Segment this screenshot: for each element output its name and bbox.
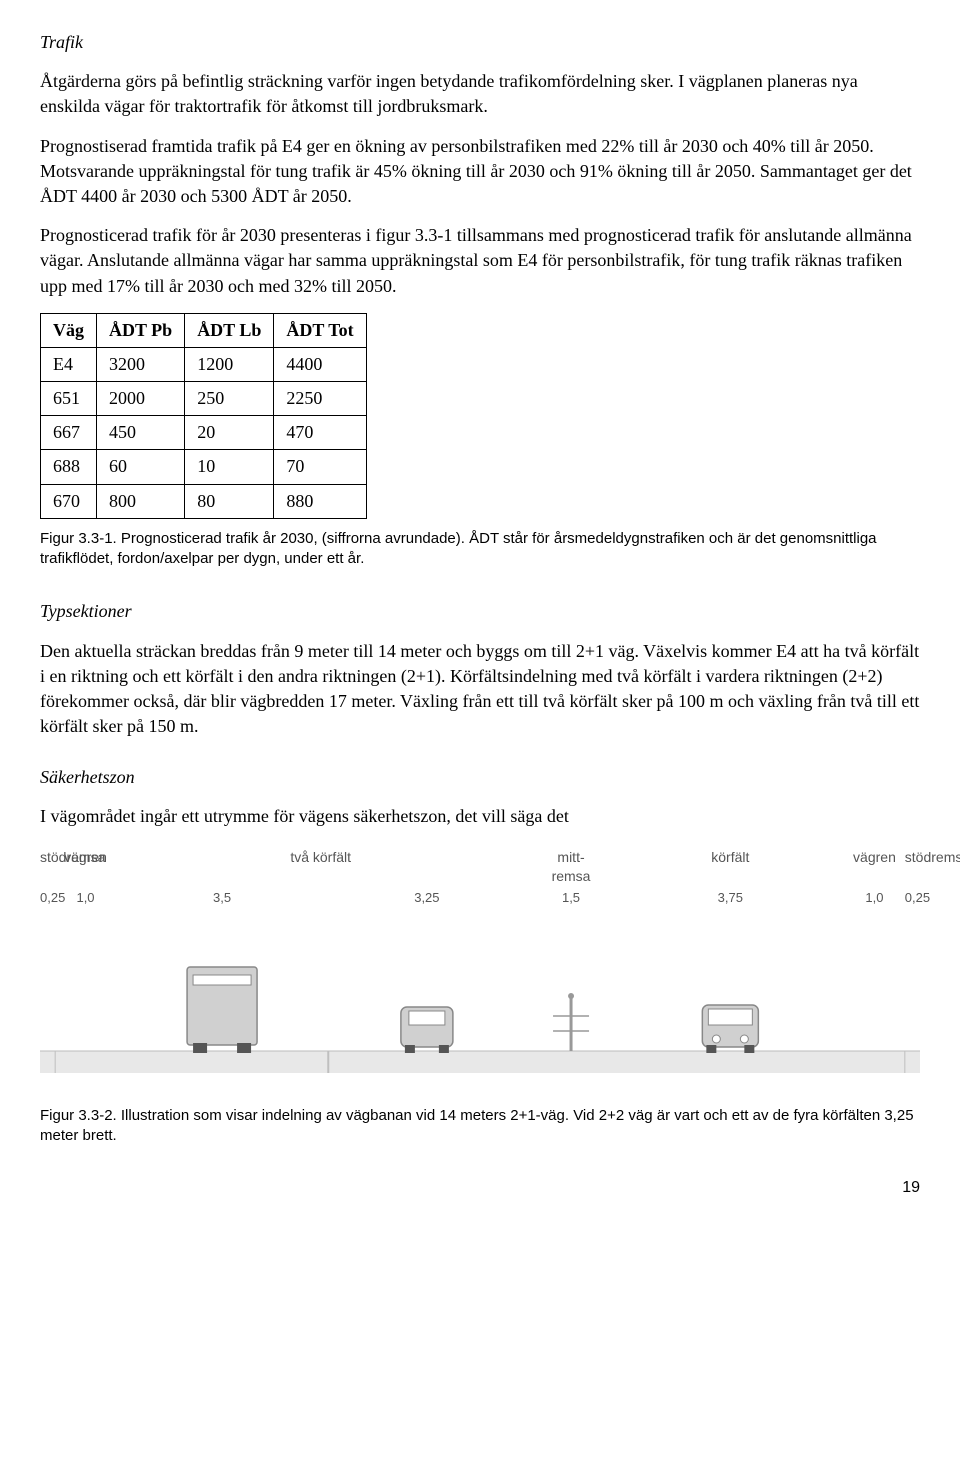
road-cross-section-figure: stödremsavägrentvå körfältmitt- remsakör… bbox=[40, 848, 920, 1099]
table-cell: 3200 bbox=[97, 347, 185, 381]
paragraph: Prognosticerad trafik för år 2030 presen… bbox=[40, 223, 920, 299]
table-cell: 667 bbox=[41, 416, 97, 450]
lane-label: stödremsa bbox=[40, 848, 55, 887]
table-header: ÅDT Tot bbox=[274, 313, 366, 347]
table-cell: 800 bbox=[97, 484, 185, 518]
section-heading-typsektioner: Typsektioner bbox=[40, 599, 920, 624]
lane-label: vägren bbox=[844, 848, 905, 887]
dimension-label: 1,5 bbox=[526, 889, 617, 907]
lane-label: mitt- remsa bbox=[526, 848, 617, 887]
dimension-label: 0,25 bbox=[905, 889, 920, 907]
table-cell: 2000 bbox=[97, 382, 185, 416]
table-header: ÅDT Pb bbox=[97, 313, 185, 347]
dimension-label: 1,0 bbox=[55, 889, 116, 907]
lane-label: två körfält bbox=[116, 848, 526, 887]
paragraph: Åtgärderna görs på befintlig sträckning … bbox=[40, 69, 920, 119]
dimension-label: 3,25 bbox=[328, 889, 525, 907]
table-cell: 470 bbox=[274, 416, 366, 450]
dimension-label: 1,0 bbox=[844, 889, 905, 907]
table-cell: 10 bbox=[185, 450, 274, 484]
table-row: E4320012004400 bbox=[41, 347, 367, 381]
lane-label: körfält bbox=[617, 848, 845, 887]
table-cell: 20 bbox=[185, 416, 274, 450]
lane-label: stödremsa bbox=[905, 848, 920, 887]
dimension-label: 3,5 bbox=[116, 889, 328, 907]
lane-label: vägren bbox=[55, 848, 116, 887]
traffic-table: Väg ÅDT Pb ÅDT Lb ÅDT Tot E4320012004400… bbox=[40, 313, 367, 519]
table-row: 65120002502250 bbox=[41, 382, 367, 416]
figure-caption-table: Figur 3.3-1. Prognosticerad trafik år 20… bbox=[40, 529, 920, 570]
table-cell: 60 bbox=[97, 450, 185, 484]
paragraph: Prognostiserad framtida trafik på E4 ger… bbox=[40, 134, 920, 210]
paragraph: Den aktuella sträckan breddas från 9 met… bbox=[40, 639, 920, 740]
table-cell: 2250 bbox=[274, 382, 366, 416]
page-number: 19 bbox=[40, 1177, 920, 1199]
table-row: 688601070 bbox=[41, 450, 367, 484]
dimension-label: 0,25 bbox=[40, 889, 55, 907]
table-cell: 80 bbox=[185, 484, 274, 518]
table-cell: 651 bbox=[41, 382, 97, 416]
table-cell: 1200 bbox=[185, 347, 274, 381]
table-cell: 450 bbox=[97, 416, 185, 450]
table-cell: 4400 bbox=[274, 347, 366, 381]
section-heading-sakerhetszon: Säkerhetszon bbox=[40, 765, 920, 790]
paragraph: I vägområdet ingår ett utrymme för vägen… bbox=[40, 804, 920, 829]
table-row: 66745020470 bbox=[41, 416, 367, 450]
table-header: ÅDT Lb bbox=[185, 313, 274, 347]
table-cell: 250 bbox=[185, 382, 274, 416]
table-cell: 670 bbox=[41, 484, 97, 518]
table-cell: E4 bbox=[41, 347, 97, 381]
table-cell: 688 bbox=[41, 450, 97, 484]
table-cell: 880 bbox=[274, 484, 366, 518]
table-header: Väg bbox=[41, 313, 97, 347]
section-heading-trafik: Trafik bbox=[40, 30, 920, 55]
figure-caption-road: Figur 3.3-2. Illustration som visar inde… bbox=[40, 1106, 920, 1147]
table-row: 67080080880 bbox=[41, 484, 367, 518]
dimension-label: 3,75 bbox=[617, 889, 845, 907]
road-cross-section-svg bbox=[40, 911, 920, 1091]
table-header-row: Väg ÅDT Pb ÅDT Lb ÅDT Tot bbox=[41, 313, 367, 347]
table-cell: 70 bbox=[274, 450, 366, 484]
